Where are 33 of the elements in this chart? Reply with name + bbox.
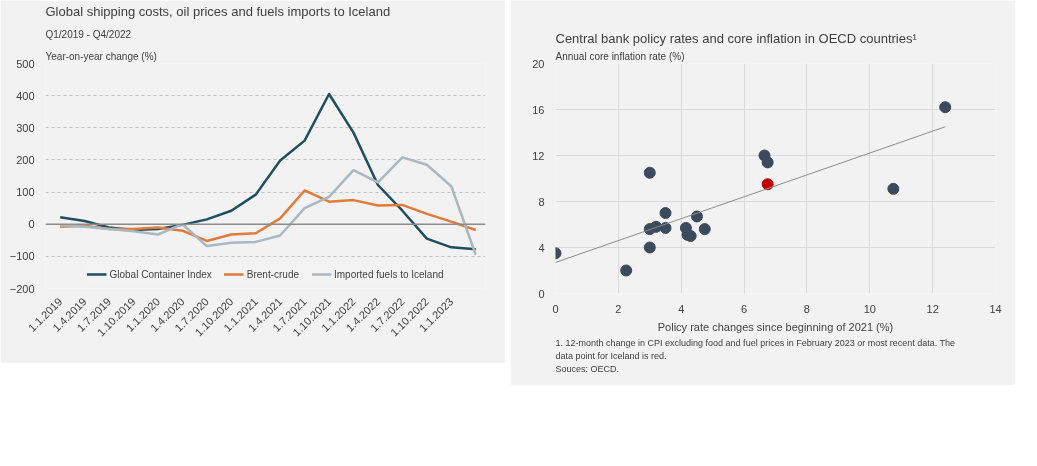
x-axis-title: Policy rate changes since beginning of 2021 (%) (657, 320, 894, 333)
x-tick-label: 0 (552, 302, 559, 315)
y-axis-title: Year-on-year change (%) (45, 50, 157, 62)
legend-label: Imported fuels to Iceland (334, 268, 444, 280)
y-tick-label: 0 (28, 218, 35, 231)
y-tick-label: −200 (9, 282, 35, 295)
x-tick-label: 14 (989, 302, 1002, 315)
text: Souces: OECD. (555, 364, 620, 374)
legend-label: Global Container Index (109, 268, 212, 280)
x-tick-label: 12 (926, 302, 939, 315)
y-tick-label: 0 (538, 287, 545, 300)
y-tick-label: 8 (538, 195, 545, 208)
x-tick-label: 6 (741, 302, 748, 315)
y-tick-label: 400 (16, 89, 35, 102)
y-axis-title: Annual core inflation rate (%) (555, 50, 685, 62)
chart-subtitle: Q1/2019 - Q4/2022 (45, 28, 132, 40)
x-tick-label: 2 (615, 302, 622, 315)
y-tick-label: 200 (16, 153, 35, 166)
x-tick-label: 4 (678, 302, 685, 315)
y-tick-label: 300 (16, 121, 35, 134)
legend-label: Brent-crude (246, 268, 300, 280)
y-tick-label: 100 (16, 186, 35, 199)
y-tick-label: 12 (532, 149, 545, 162)
y-tick-label: −100 (9, 250, 35, 263)
y-tick-label: 4 (538, 241, 545, 254)
y-tick-label: 20 (532, 57, 545, 70)
chart-title: Central bank policy rates and core inflation in OECD countries¹ (555, 30, 918, 46)
chart-title: Global shipping costs, oil prices and fuels imports to Iceland (45, 3, 391, 19)
y-tick-label: 500 (16, 57, 35, 70)
x-tick-label: 8 (803, 302, 810, 315)
x-tick-label: 10 (863, 302, 876, 315)
y-tick-label: 16 (532, 103, 545, 116)
text: 1. 12-month change in CPI excluding food and fuel prices in February 2023 or most recent data. The data point for Iceland is red. (555, 338, 956, 361)
